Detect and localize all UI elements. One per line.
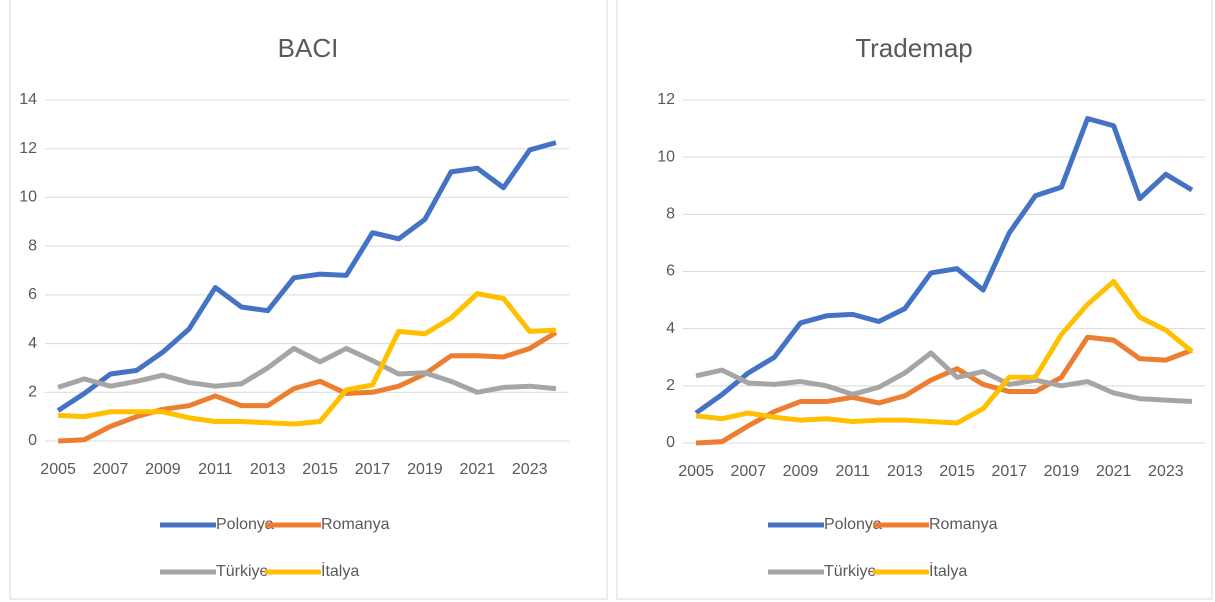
series-line: [57, 345, 557, 395]
legend-label: İtalya: [321, 561, 359, 580]
chart-title: BACI: [278, 33, 339, 63]
x-tick-label: 2017: [355, 461, 391, 478]
x-tick-label: 2007: [730, 463, 766, 480]
x-tick-label: 2023: [512, 461, 548, 478]
x-tick-label: 2015: [302, 461, 338, 478]
x-tick-label: 2021: [460, 461, 496, 478]
series-line: [57, 330, 558, 444]
legend-label: Türkiye: [216, 563, 269, 580]
legend-label: Polonya: [216, 516, 274, 533]
y-tick-label: 12: [657, 91, 675, 108]
y-tick-label: 8: [666, 206, 675, 223]
y-tick-label: 10: [657, 148, 675, 165]
legend-label: Romanya: [321, 516, 390, 533]
chart-title: Trademap: [855, 33, 973, 63]
series-line: [694, 116, 1194, 416]
legend-label: Türkiye: [824, 563, 877, 580]
x-tick-label: 2015: [939, 463, 975, 480]
x-tick-label: 2019: [407, 461, 443, 478]
legend-label: Polonya: [824, 516, 882, 533]
series-line: [57, 291, 557, 427]
x-tick-label: 2007: [93, 461, 129, 478]
x-tick-label: 2005: [678, 463, 714, 480]
y-tick-label: 12: [19, 140, 37, 157]
y-tick-label: 0: [28, 432, 37, 449]
chart-frame: [9, 0, 608, 600]
y-tick-label: 14: [19, 91, 37, 108]
y-tick-label: 2: [666, 377, 675, 394]
y-tick-label: 2: [28, 384, 37, 401]
y-tick-label: 8: [28, 237, 37, 254]
x-tick-label: 2013: [250, 461, 286, 478]
x-tick-label: 2023: [1148, 463, 1184, 480]
y-tick-label: 0: [666, 434, 675, 451]
x-tick-label: 2017: [991, 463, 1027, 480]
x-tick-label: 2019: [1044, 463, 1080, 480]
y-tick-label: 4: [666, 320, 675, 337]
legend-label: İtalya: [929, 561, 967, 580]
x-tick-label: 2009: [145, 461, 181, 478]
y-tick-label: 4: [28, 335, 37, 352]
x-tick-label: 2013: [887, 463, 923, 480]
y-tick-label: 10: [19, 189, 37, 206]
series-line: [695, 350, 1193, 405]
x-tick-label: 2009: [783, 463, 819, 480]
series-line: [695, 334, 1193, 446]
series-line: [695, 279, 1194, 426]
series-line: [56, 140, 557, 413]
x-tick-label: 2011: [835, 463, 870, 480]
y-tick-label: 6: [666, 263, 675, 280]
legend-label: Romanya: [929, 516, 998, 533]
y-tick-label: 6: [28, 286, 37, 303]
x-tick-label: 2011: [198, 461, 233, 478]
x-tick-label: 2021: [1096, 463, 1132, 480]
x-tick-label: 2005: [40, 461, 76, 478]
